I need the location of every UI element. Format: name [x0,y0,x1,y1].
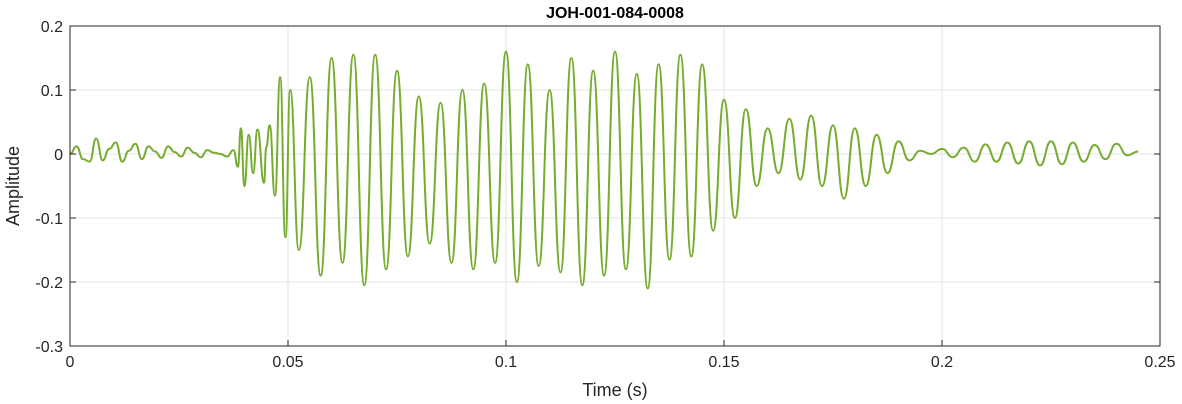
x-tick-label: 0 [66,354,75,371]
plot-area [70,26,1160,346]
y-tick-group: -0.3 -0.2 -0.1 0 0.1 0.2 [35,19,1160,356]
y-tick-label: -0.3 [35,339,63,356]
x-tick-group: 0 0.05 0.1 0.15 0.2 0.25 [66,340,1176,371]
chart-title: JOH-001-084-0008 [546,5,684,22]
plot-frame [69,25,1161,347]
y-tick-label: -0.1 [35,211,63,228]
y-axis-label: Amplitude [3,146,23,226]
y-tick-label: 0 [54,147,63,164]
x-tick-label: 0.2 [931,354,953,371]
y-tick-label: -0.2 [35,275,63,292]
y-tick-label: 0.1 [41,83,63,100]
x-tick-label: 0.1 [495,354,517,371]
x-axis-label: Time (s) [582,380,647,400]
series-line [69,50,1139,290]
x-tick-label: 0.25 [1144,354,1175,371]
y-tick-label: 0.2 [41,19,63,36]
x-tick-label: 0.15 [708,354,739,371]
x-tick-label: 0.05 [272,354,303,371]
